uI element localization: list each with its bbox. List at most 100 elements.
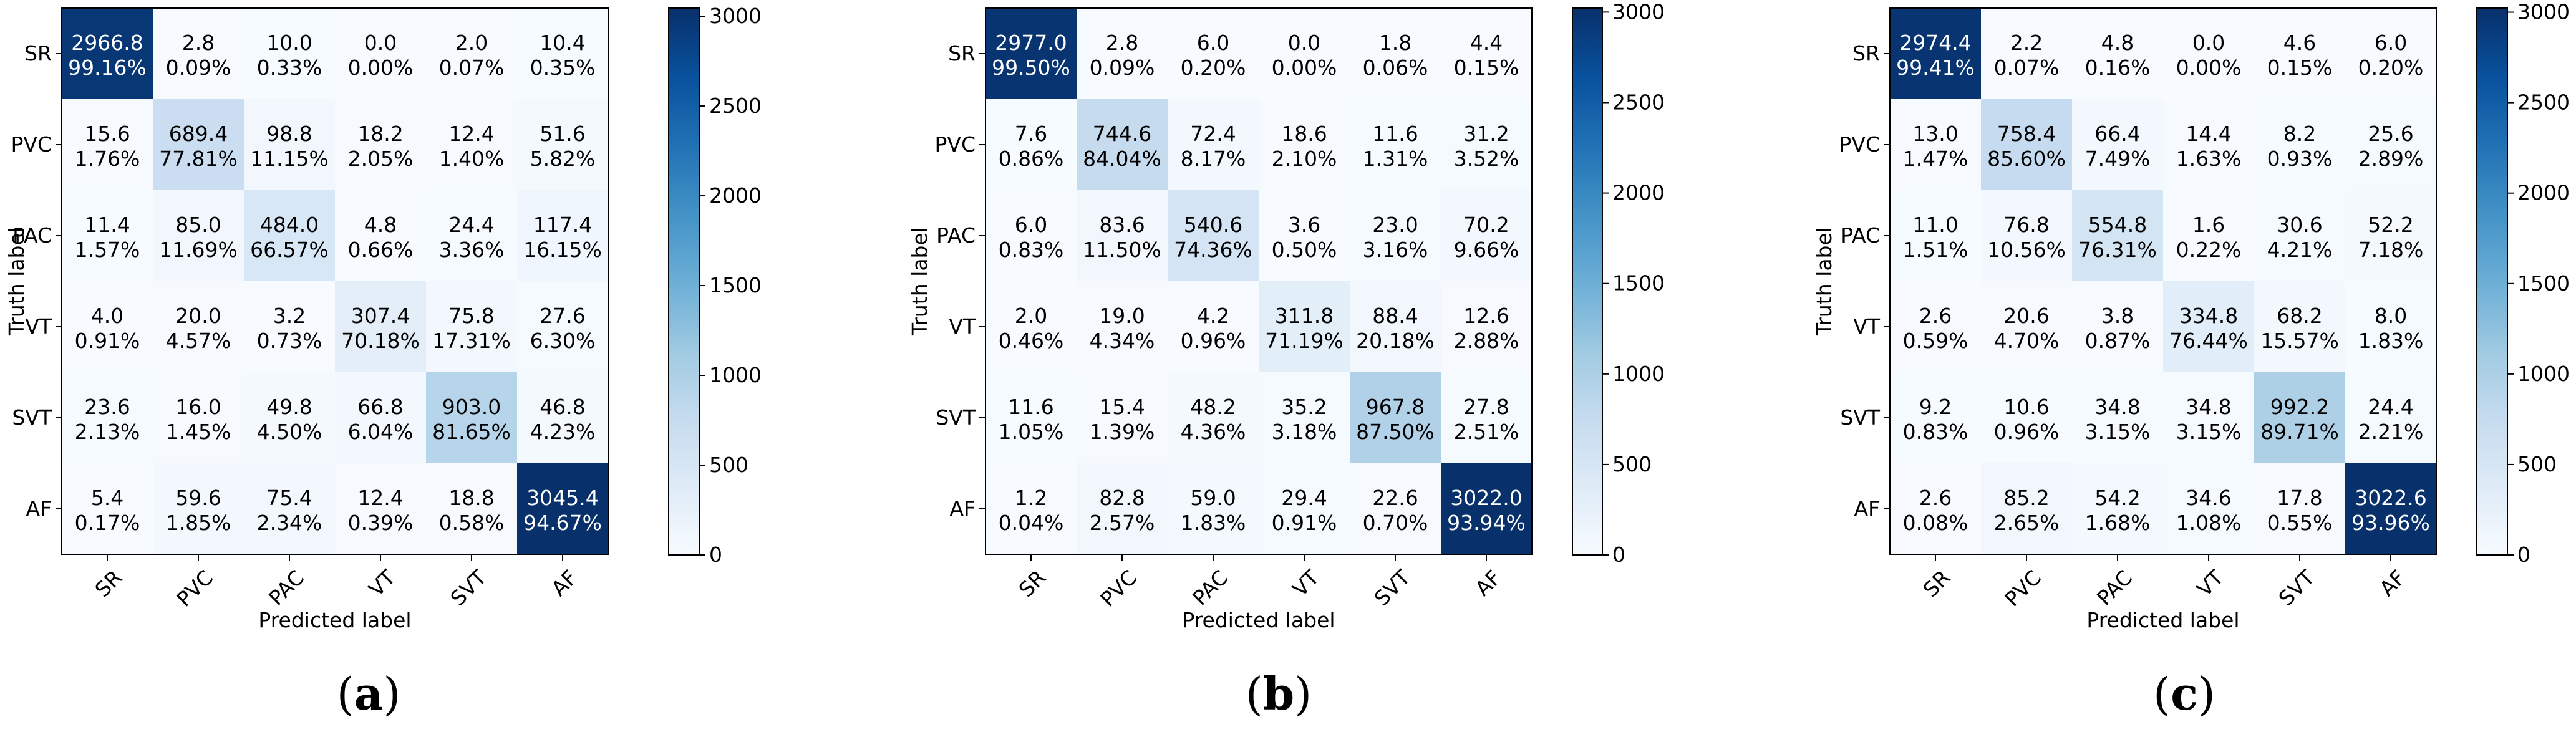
cell-percent-label: 3.18% [1272,420,1337,444]
cell-value-label: 18.6 [1281,122,1327,146]
cell-percent-label: 3.16% [1363,238,1428,262]
panel-label: (c) [2153,667,2215,720]
heatmap-cell [153,372,245,464]
x-tick-label: AF [546,566,582,601]
x-tick-label: SR [90,566,127,602]
cell-value-label: 6.0 [2375,31,2407,55]
heatmap-cell [985,99,1077,191]
colorbar-tick-label: 3000 [1612,0,1665,24]
colorbar-tick-label: 0 [709,542,722,567]
colorbar-tick-label: 500 [1612,452,1652,476]
cell-value-label: 76.8 [2003,213,2049,237]
cell-percent-label: 7.49% [2085,147,2151,171]
heatmap-cell [2072,463,2164,555]
cell-value-label: 0.0 [1288,31,1320,55]
heatmap-cell [153,99,245,191]
cell-percent-label: 2.34% [257,511,322,535]
cell-value-label: 51.6 [540,122,585,146]
heatmap-cell [517,463,609,555]
cell-value-label: 758.4 [1997,122,2056,146]
x-tick-label: VT [2192,565,2228,601]
heatmap-cell [2345,190,2437,282]
cell-value-label: 2.0 [1015,304,1047,328]
cell-percent-label: 11.50% [1083,238,1161,262]
cell-percent-label: 87.50% [1356,420,1435,444]
cell-value-label: 13.0 [1912,122,1958,146]
heatmap-cell [1441,8,1533,100]
cell-value-label: 3045.4 [526,486,598,510]
cell-value-label: 540.6 [1184,213,1242,237]
cell-value-label: 2974.4 [1899,31,1971,55]
heatmap-cell [62,8,153,100]
colorbar-tick-label: 2000 [709,183,762,208]
y-axis-title: Truth label [908,227,932,336]
cell-value-label: 34.8 [2094,395,2140,419]
heatmap-cell [1259,99,1350,191]
cell-value-label: 2977.0 [995,31,1067,55]
cell-value-label: 83.6 [1099,213,1145,237]
heatmap-cell [153,8,245,100]
cell-percent-label: 0.22% [2176,238,2242,262]
cell-value-label: 15.4 [1099,395,1145,419]
cell-percent-label: 0.50% [1272,238,1337,262]
heatmap-cell [2163,463,2255,555]
heatmap-cell [2072,8,2164,100]
heatmap-cell [2163,8,2255,100]
colorbar-tick-label: 1000 [1612,362,1665,386]
y-axis-title: Truth label [1812,227,1836,336]
cell-percent-label: 4.70% [1994,329,2060,353]
heatmap-cell [335,281,427,373]
cell-percent-label: 4.21% [2267,238,2333,262]
y-tick-label: PVC [934,132,976,157]
colorbar-tick-label: 3000 [2517,0,2570,24]
cell-value-label: 25.6 [2368,122,2413,146]
x-tick-label: PAC [264,566,309,610]
heatmap-cell [2072,99,2164,191]
heatmap-cell [985,281,1077,373]
cell-value-label: 11.6 [1008,395,1053,419]
heatmap-cell [2254,281,2346,373]
cell-value-label: 2.6 [1919,486,1952,510]
cell-value-label: 12.4 [357,486,403,510]
heatmap-cell [153,281,245,373]
heatmap-cell [1168,463,1259,555]
heatmap-cell [1168,8,1259,100]
cell-percent-label: 4.34% [1090,329,1155,353]
heatmap-cell [1350,463,1441,555]
cell-percent-label: 0.91% [75,329,140,353]
heatmap-cell [1350,99,1441,191]
heatmap-cell [1981,190,2073,282]
y-tick-label: SR [948,41,976,65]
heatmap-cell [2254,190,2346,282]
x-tick-label: PVC [1095,566,1141,612]
y-tick-label: PVC [1839,132,1880,157]
cell-percent-label: 1.83% [2358,329,2424,353]
cell-percent-label: 6.30% [530,329,596,353]
cell-percent-label: 76.31% [2078,238,2157,262]
cell-percent-label: 99.16% [68,55,147,80]
colorbar-tick-label: 1000 [709,363,762,387]
cell-value-label: 4.8 [2101,31,2134,55]
cell-value-label: 4.8 [364,213,397,237]
cell-value-label: 1.8 [1379,31,1411,55]
colorbar-tick-label: 2000 [1612,181,1665,205]
cell-percent-label: 66.57% [250,238,329,262]
cell-percent-label: 0.96% [1994,420,2060,444]
cell-value-label: 2.6 [1919,304,1952,328]
heatmap-cell [1259,8,1350,100]
cell-value-label: 20.6 [2003,304,2049,328]
cell-percent-label: 2.10% [1272,147,1337,171]
cell-percent-label: 0.35% [530,55,596,80]
y-tick-label: VT [1853,314,1881,339]
heatmap-cell [1077,372,1168,464]
cell-percent-label: 2.88% [1454,329,1519,353]
x-tick-label: SVT [446,565,491,610]
heatmap-cell [426,372,518,464]
cell-value-label: 12.4 [448,122,494,146]
cell-percent-label: 3.15% [2176,420,2242,444]
cell-percent-label: 0.33% [257,55,322,80]
heatmap-cell [1077,281,1168,373]
cell-percent-label: 2.65% [1994,511,2060,535]
y-tick-label: VT [25,314,52,339]
heatmap-cell [1890,190,1982,282]
